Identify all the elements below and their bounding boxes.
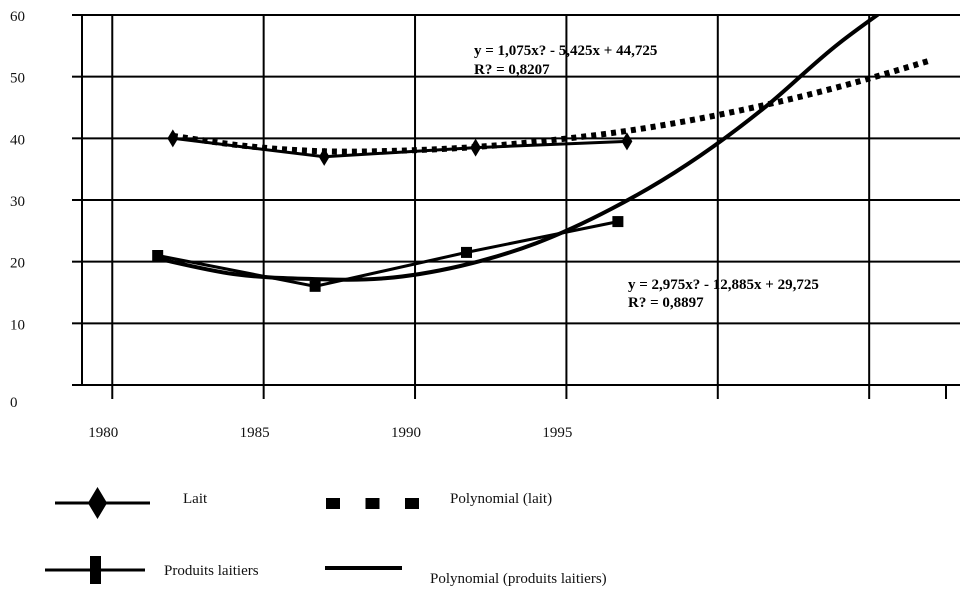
tick-labels: 0 10 20 30 40 50 60 1980 1985 1990 1995 [10,9,947,441]
equation-label-1: R? = 0,8207 [474,62,550,78]
series [152,15,931,292]
y-tick-label-3: 30 [10,194,25,210]
y-tick-label-1: 10 [10,317,25,333]
trendline-produits-laitiers [157,15,881,282]
annotations: y = 1,075x? - 5,425x + 44,725 R? = 0,8207… [474,43,819,311]
x-tick-label-3: 1995 [542,425,572,441]
series-1 [152,216,624,292]
equation-label-3: R? = 0,8897 [628,295,704,311]
series-3 [157,15,881,282]
legend-label-2: Produits laitiers [164,563,259,579]
legend: Lait Polynomial (lait) Produits laitiers Po… [45,487,607,587]
equation-label-2: y = 2,975x? - 12,885x + 29,725 [628,277,819,293]
legend-label-1: Polynomial (lait) [450,491,552,507]
point-produits-2 [461,246,473,258]
series-2 [172,57,931,155]
legend-marker-square [90,556,101,584]
equation-label-0: y = 1,075x? - 5,425x + 44,725 [474,43,657,59]
legend-marker-diamond [87,487,108,519]
legend-label-3: Polynomial (produits laitiers) [430,571,607,587]
y-tick-label-5: 50 [10,71,25,87]
x-tick-label-2: 1990 [391,425,421,441]
series-0 [167,129,633,166]
y-tick-label-0: 0 [10,395,18,411]
legend-item-0: Lait [55,487,208,519]
line-1 [157,220,619,288]
legend-item-1: Polynomial (lait) [326,491,552,509]
point-lait-3 [621,132,633,151]
y-tick-label-6: 60 [10,9,25,25]
legend-label-0: Lait [183,491,208,507]
point-produits-0 [152,250,164,261]
y-tick-label-2: 20 [10,256,25,272]
legend-dot-0 [326,498,340,509]
point-lait-1 [318,147,330,166]
legend-dot-2 [405,498,419,509]
line-0 [172,136,628,159]
legend-item-3: Polynomial (produits laitiers) [325,566,607,587]
x-tick-label-1: 1985 [240,425,270,441]
point-produits-1 [309,280,321,292]
point-produits-3 [612,216,624,228]
trendline-lait [172,57,931,155]
y-tick-label-4: 40 [10,132,25,148]
x-tick-label-0: 1980 [88,425,118,441]
legend-dot-1 [365,498,380,509]
legend-item-2: Produits laitiers [45,556,259,584]
